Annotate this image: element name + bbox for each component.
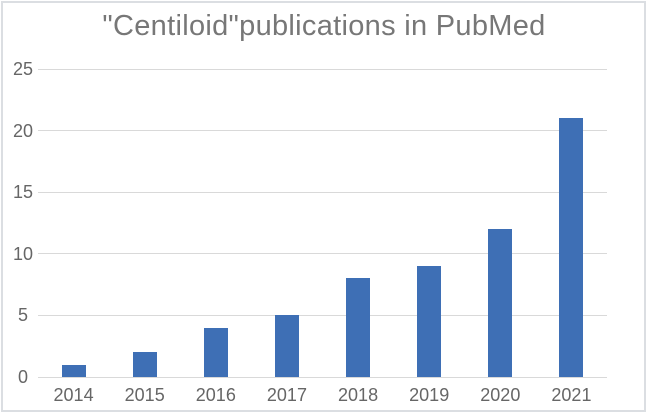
y-tick-label-10: 10 <box>12 243 34 264</box>
gridline-15 <box>38 191 607 193</box>
bar-2020 <box>488 229 513 377</box>
bar-2019 <box>417 266 442 377</box>
gridline-0 <box>38 376 607 378</box>
chart-title: "Centiloid"publications in PubMed <box>102 10 546 42</box>
y-tick-label-25: 25 <box>12 59 34 79</box>
bar-2017 <box>274 315 299 377</box>
y-tick-label-20: 20 <box>12 120 34 141</box>
gridline-5 <box>38 314 607 316</box>
bar-2016 <box>203 327 228 377</box>
x-tick-label-2016: 2016 <box>195 385 236 405</box>
y-tick-label-15: 15 <box>12 182 34 203</box>
x-tick-label-2019: 2019 <box>409 385 450 405</box>
bar-2015 <box>132 352 157 377</box>
x-tick-label-2014: 2014 <box>53 385 94 405</box>
bar-2018 <box>346 278 371 377</box>
y-tick-label-0: 0 <box>17 367 28 387</box>
gridline-25 <box>38 68 607 70</box>
x-tick-label-2021: 2021 <box>551 385 592 405</box>
x-tick-label-2020: 2020 <box>480 385 521 405</box>
chart-frame <box>1 1 646 412</box>
bar-2014 <box>61 364 86 377</box>
x-tick-label-2015: 2015 <box>124 385 165 405</box>
x-tick-label-2017: 2017 <box>266 385 307 405</box>
y-tick-label-5: 5 <box>17 305 28 326</box>
bar-2021 <box>559 118 584 377</box>
x-tick-label-2018: 2018 <box>338 385 379 405</box>
gridline-10 <box>38 253 607 255</box>
gridline-20 <box>38 130 607 132</box>
